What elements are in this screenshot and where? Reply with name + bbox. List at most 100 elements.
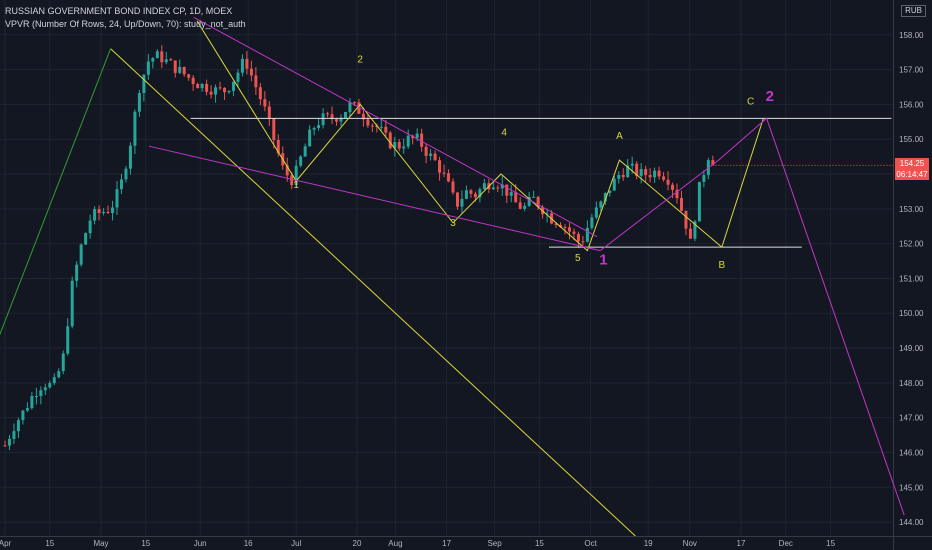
candle-body [608,190,612,193]
candle-body [433,153,437,161]
wave-line-yellow [110,48,636,537]
candle-body [644,169,648,176]
candle-body [357,102,361,114]
x-tick-label: 20 [353,539,362,548]
candle-body [576,233,580,242]
candle-body [711,160,715,166]
candle-body [200,83,204,89]
candle-body [25,408,29,411]
candle-body [585,227,589,242]
y-tick-label: 157.00 [899,66,924,75]
candle-body [657,170,661,177]
candle-body [267,106,271,119]
candle-body [160,51,164,63]
x-tick-label: Jun [194,539,207,548]
candle-body [527,197,531,206]
candle-body [523,205,527,209]
indicator-title: VPVR (Number Of Rows, 24, Up/Down, 70): … [5,19,246,29]
candle-body [245,58,249,69]
candle-body [249,68,253,76]
candle-body [155,51,159,59]
candle-body [254,75,258,88]
candle-body [500,184,504,189]
candle-body [415,133,419,139]
candle-body [79,244,83,265]
candle-body [196,84,200,89]
candle-body [406,135,410,147]
candle-body [442,172,446,174]
wave-label: 5 [575,253,581,264]
wave-label: 4 [501,128,507,139]
candle-body [653,170,657,178]
wave-line-magenta [599,117,905,516]
candle-body [146,61,150,75]
candle-body [702,175,706,182]
candle-body [473,193,477,198]
wave-label: 3 [450,218,456,229]
candle-body [88,220,92,234]
candle-body [70,280,74,327]
candle-body [379,126,383,128]
chart-legend: RUSSIAN GOVERNMENT BOND INDEX CP, 1D, MO… [5,5,246,31]
x-tick-label: Jul [291,539,301,548]
wave-line-green [0,48,112,336]
y-tick-label: 156.00 [899,100,924,109]
currency-badge[interactable]: RUB [901,5,926,17]
candle-body [191,77,195,85]
symbol-title: RUSSIAN GOVERNMENT BOND INDEX CP, 1D, MO… [5,6,233,16]
x-tick-label: Aug [388,539,402,548]
candle-body [361,113,365,120]
candle-body [554,223,558,226]
candle-body [563,227,567,229]
candle-body [124,168,128,180]
candle-body [693,221,697,239]
y-tick-label: 147.00 [899,414,924,423]
candle-body [276,139,280,154]
wave-label: B [718,260,725,271]
candle-body [648,175,652,178]
y-tick-label: 158.00 [899,31,924,40]
candle-body [43,387,47,391]
y-tick-label: 152.00 [899,240,924,249]
candle-body [612,178,616,191]
candle-body [559,225,563,228]
candle-body [469,190,473,194]
candle-body [290,175,294,186]
y-tick-label: 146.00 [899,448,924,457]
candle-body [384,126,388,133]
candle-body [111,207,115,213]
candle-body [236,72,240,82]
candle-body [21,410,25,421]
candle-body [675,189,679,199]
candle-body [438,160,442,173]
candle-body [429,153,433,156]
candle-body [339,117,343,122]
x-tick-label: Apr [0,539,12,548]
candle-body [169,59,173,61]
candle-body [662,176,666,180]
candle-body [178,66,182,73]
candle-body [370,125,374,127]
x-tick-label: Nov [683,539,697,548]
candle-body [330,114,334,120]
candle-body [223,87,227,93]
candle-body [12,431,16,439]
candle-body [496,187,500,189]
candle-body [464,190,468,199]
candle-body [299,156,303,166]
candle-body [697,181,701,222]
candle-body [133,111,137,146]
x-tick-label: 19 [644,539,653,548]
candle-body [460,198,464,207]
candle-body [93,209,97,221]
candle-body [684,210,688,229]
candle-body [205,83,209,92]
candle-body [151,58,155,62]
candle-body [137,93,141,112]
y-tick-label: 153.00 [899,205,924,214]
candle-body [16,420,20,432]
candle-body [451,181,455,193]
candle-body [231,81,235,91]
candle-body [187,74,191,78]
